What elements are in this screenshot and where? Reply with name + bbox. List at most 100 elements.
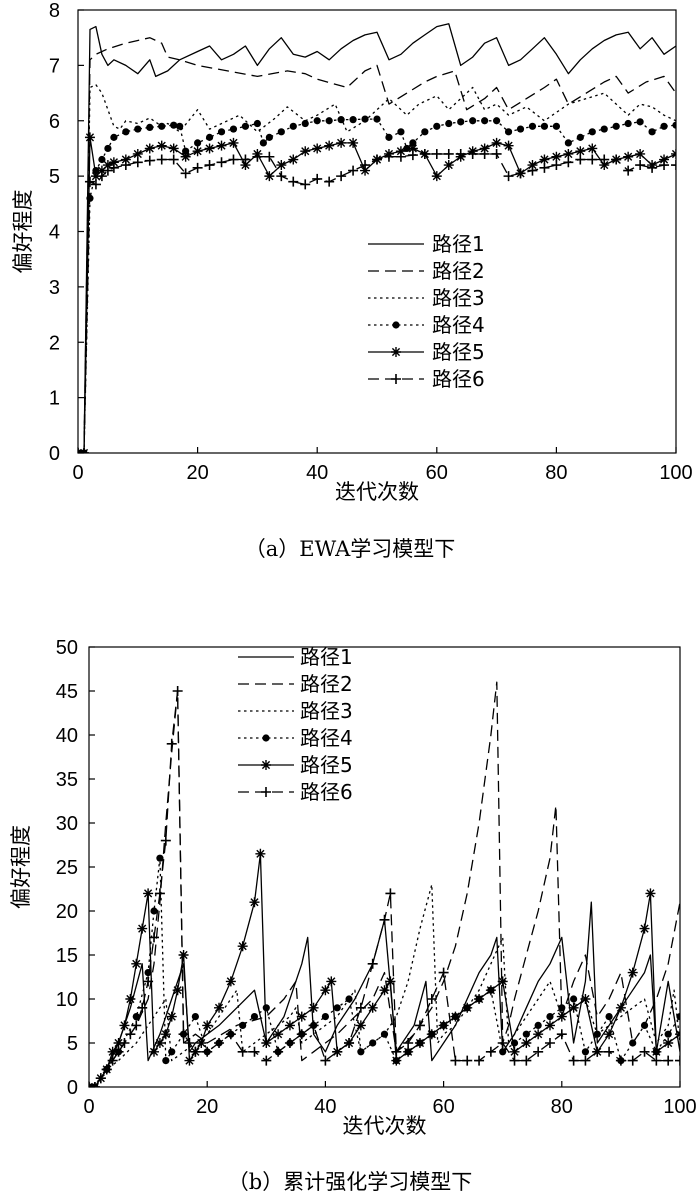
data-point: [443, 160, 454, 171]
y-tick-label: 40: [56, 725, 78, 747]
data-point: [204, 143, 215, 154]
data-point: [379, 985, 390, 996]
data-point: [469, 117, 477, 125]
legend: 路径1 路径2 路径3 路径4 路径5 路径6: [238, 645, 353, 804]
y-tick-label: 8: [49, 0, 60, 22]
data-point: [78, 448, 89, 453]
data-point: [397, 128, 405, 136]
legend-entry: 路径1: [300, 645, 353, 669]
data-point: [107, 1046, 118, 1057]
data-point: [593, 1030, 601, 1038]
data-point: [324, 140, 335, 151]
data-point: [521, 1038, 532, 1048]
data-point: [308, 1020, 319, 1031]
data-point: [90, 171, 101, 182]
x-tick-label: 40: [314, 1096, 336, 1118]
data-point: [261, 1038, 272, 1048]
y-tick-label: 4: [49, 222, 60, 244]
data-point: [552, 122, 561, 130]
data-point: [289, 122, 297, 130]
legend-marker: [261, 787, 271, 797]
data-point: [216, 157, 227, 168]
data-point: [149, 1046, 160, 1057]
data-point: [89, 1082, 100, 1087]
data-point: [588, 128, 596, 136]
data-point: [348, 165, 359, 176]
x-tick-label: 20: [186, 462, 208, 484]
plot-frame: [88, 646, 681, 1088]
data-point: [190, 1046, 201, 1057]
data-point: [522, 1030, 530, 1038]
data-point: [119, 1038, 130, 1048]
data-point: [168, 143, 179, 154]
data-point: [348, 137, 359, 148]
legend-marker: [261, 760, 271, 770]
data-point: [125, 1029, 136, 1040]
series-2: [78, 37, 676, 453]
data-point: [178, 950, 189, 960]
data-point: [143, 976, 154, 987]
data-point: [184, 1055, 195, 1066]
series-line: [78, 153, 676, 453]
data-point: [407, 150, 418, 161]
x-tick-label: 0: [83, 1096, 94, 1118]
y-tick-label: 30: [56, 813, 78, 835]
data-point: [324, 176, 335, 187]
legend: 路径1 路径2 路径3 路径4 路径5 路径6: [368, 232, 485, 391]
series-line: [78, 84, 676, 453]
legend-entry: 路径6: [300, 780, 353, 804]
data-point: [624, 119, 632, 128]
data-point: [570, 995, 578, 1003]
y-tick-label: 7: [49, 55, 60, 77]
data-point: [521, 1055, 532, 1066]
data-point: [639, 1046, 650, 1057]
data-point: [240, 154, 251, 165]
data-point: [192, 146, 203, 157]
data-point: [168, 1048, 176, 1056]
data-point: [467, 148, 478, 159]
data-point: [599, 160, 610, 171]
data-point: [217, 128, 226, 136]
data-point: [509, 1055, 520, 1066]
data-point: [361, 115, 369, 123]
data-point: [629, 1039, 637, 1047]
data-point: [651, 1046, 662, 1057]
data-point: [455, 148, 466, 159]
data-point: [527, 165, 538, 176]
y-tick-label: 20: [56, 901, 78, 923]
data-point: [385, 133, 393, 141]
data-point: [265, 133, 273, 141]
y-tick-label: 0: [67, 1077, 78, 1099]
data-point: [385, 888, 396, 899]
data-point: [237, 1046, 248, 1057]
series-line: [89, 853, 680, 1087]
legend-entry: 路径3: [300, 699, 353, 723]
data-point: [676, 1013, 680, 1021]
data-point: [301, 119, 309, 128]
data-point: [663, 1055, 674, 1066]
data-point: [252, 151, 263, 162]
data-point: [636, 118, 644, 126]
data-point: [575, 146, 586, 157]
data-point: [675, 1055, 680, 1066]
data-point: [312, 173, 323, 184]
data-point: [172, 686, 183, 696]
data-point: [357, 1048, 365, 1056]
y-tick-label: 3: [49, 277, 60, 299]
data-point: [651, 1055, 662, 1066]
data-point: [182, 147, 190, 155]
series-6: [78, 148, 676, 453]
data-point: [337, 116, 345, 124]
data-point: [499, 1048, 507, 1056]
data-point: [156, 154, 167, 165]
data-point: [395, 151, 406, 162]
y-tick-label: 50: [56, 637, 78, 659]
y-axis-label: 偏好程度: [11, 190, 35, 274]
data-point: [229, 125, 238, 133]
data-point: [497, 976, 508, 987]
data-point: [563, 148, 574, 159]
data-point: [445, 119, 453, 128]
data-point: [156, 140, 167, 151]
data-point: [249, 1046, 260, 1057]
